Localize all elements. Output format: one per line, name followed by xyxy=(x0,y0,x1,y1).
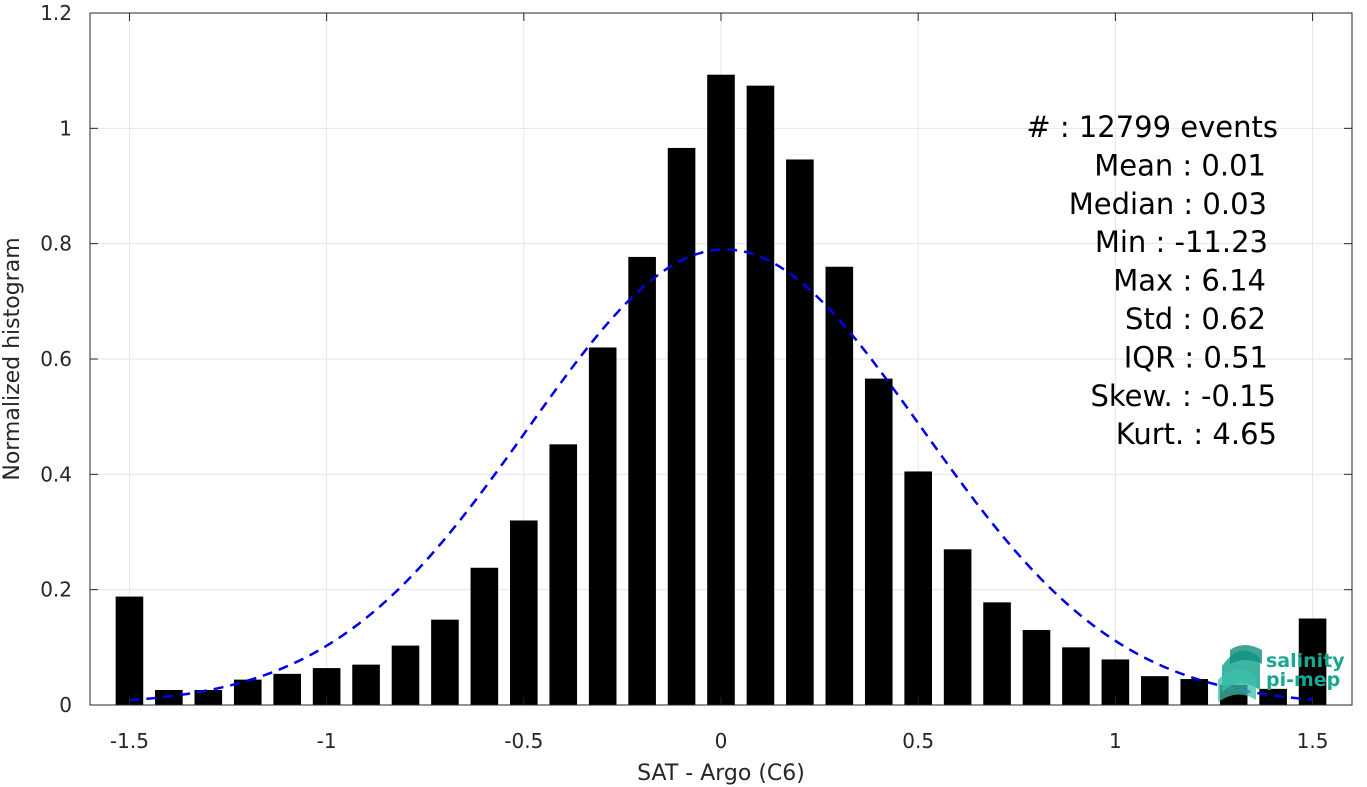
histogram-bar xyxy=(983,602,1011,705)
wave-logo-icon xyxy=(1218,645,1262,702)
stats-line: Max : 6.14 xyxy=(1113,264,1266,298)
x-tick-label: -1 xyxy=(317,729,337,753)
histogram-bar xyxy=(864,378,893,705)
logo-line-1: salinity xyxy=(1266,650,1345,672)
histogram-bar xyxy=(1022,630,1051,705)
histogram-bar xyxy=(1259,688,1287,705)
x-tick-label: 1 xyxy=(1109,729,1122,753)
x-tick-label: 1.5 xyxy=(1297,729,1329,753)
histogram-bar xyxy=(825,266,854,705)
x-tick-labels: -1.5 -1 -0.5 0 0.5 1 1.5 xyxy=(110,729,1329,753)
y-tick-label: 0.8 xyxy=(40,232,72,256)
stats-line: Min : -11.23 xyxy=(1095,225,1268,259)
histogram-bar xyxy=(391,645,420,705)
x-axis-label: SAT - Argo (C6) xyxy=(637,761,805,786)
y-tick-label: 0.2 xyxy=(40,578,72,602)
stats-line: Skew. : -0.15 xyxy=(1090,379,1276,413)
histogram-bars xyxy=(115,74,1327,706)
histogram-bar xyxy=(667,147,696,705)
histogram-bar xyxy=(549,444,578,705)
axis-ticks xyxy=(90,12,1352,706)
y-tick-label: 1 xyxy=(59,116,72,140)
normal-fit-curve xyxy=(129,248,1313,702)
histogram-bar xyxy=(510,520,538,705)
stats-line: Median : 0.03 xyxy=(1069,187,1267,221)
histogram-bar xyxy=(431,619,459,705)
histogram-bar xyxy=(1180,679,1209,705)
y-axis-label: Normalized histogram xyxy=(0,237,25,480)
histogram-bar xyxy=(470,567,499,705)
y-tick-label: 0.4 xyxy=(40,462,72,486)
stats-line: # : 12799 events xyxy=(1026,110,1278,144)
histogram-bar xyxy=(904,471,932,705)
statistics-box: # : 12799 events Mean : 0.01 Median : 0.03… xyxy=(1026,110,1278,451)
x-tick-label: -1.5 xyxy=(110,729,149,753)
histogram-bar xyxy=(588,347,617,705)
histogram-bar xyxy=(628,256,656,705)
histogram-bar xyxy=(352,664,380,705)
y-tick-label: 1.2 xyxy=(40,1,72,25)
y-tick-label: 0 xyxy=(59,693,72,717)
histogram-bar xyxy=(1298,618,1327,705)
histogram-bar xyxy=(1141,676,1169,705)
histogram-bar xyxy=(707,74,735,706)
x-tick-label: 0.5 xyxy=(902,729,934,753)
stats-line: Kurt. : 4.65 xyxy=(1116,417,1277,451)
histogram-bar xyxy=(746,85,775,705)
stats-line: Mean : 0.01 xyxy=(1094,148,1266,182)
logo-line-2: pi-mep xyxy=(1266,669,1340,691)
y-tick-label: 0.6 xyxy=(40,347,72,371)
x-tick-label: -0.5 xyxy=(504,729,543,753)
histogram-bar xyxy=(1062,647,1090,705)
histogram-bar xyxy=(943,549,972,705)
histogram-bar xyxy=(115,596,144,705)
histogram-bar xyxy=(194,690,223,705)
stats-line: IQR : 0.51 xyxy=(1124,340,1268,374)
y-tick-labels: 0 0.2 0.4 0.6 0.8 1 1.2 xyxy=(40,1,72,717)
stats-line: Std : 0.62 xyxy=(1125,302,1266,336)
histogram-bar xyxy=(786,159,814,705)
histogram-bar xyxy=(273,673,301,705)
x-tick-label: 0 xyxy=(715,729,728,753)
salinity-pi-mep-logo: salinity pi-mep xyxy=(1218,645,1345,702)
